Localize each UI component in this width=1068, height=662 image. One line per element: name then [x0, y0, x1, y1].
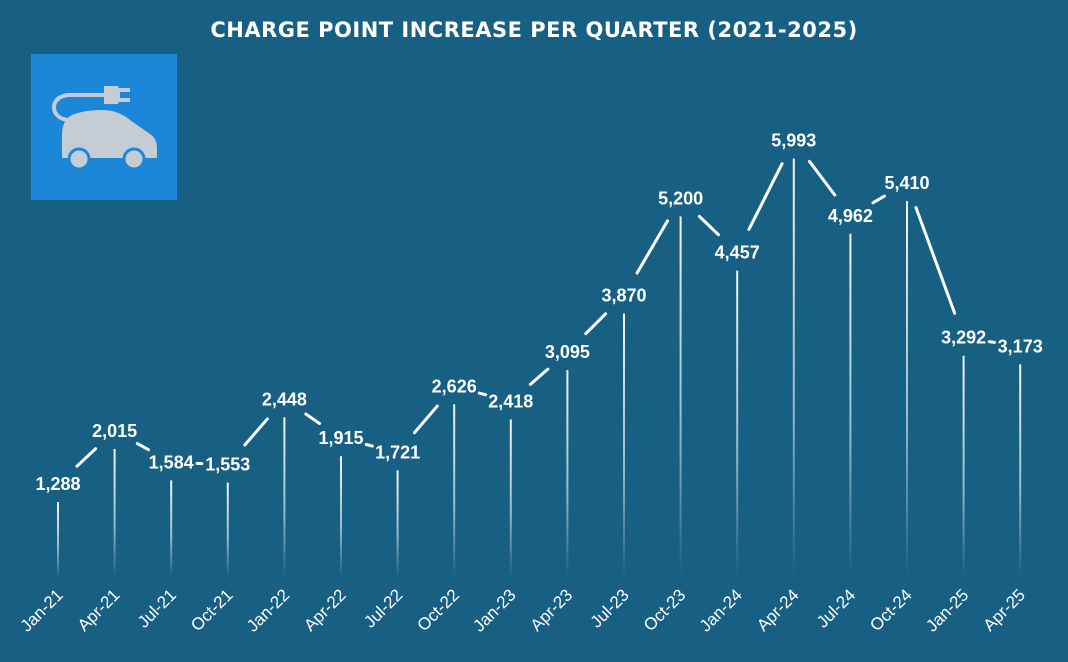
- x-axis-ticks: Jan-21 Apr-21 Jul-21 Oct-21 Jan-22 Apr-22 Jul-…: [17, 585, 1029, 635]
- x-tick-label-3: Oct-21: [187, 585, 237, 635]
- data-label-14: 4,962: [828, 206, 873, 226]
- x-tick-label-16: Jan-25: [922, 585, 972, 635]
- drop-line-5: [340, 456, 342, 578]
- x-tick-label-12: Jan-24: [696, 585, 746, 635]
- drop-line-3: [226, 482, 229, 578]
- drop-line-4: [283, 417, 286, 578]
- x-tick-label-15: Oct-24: [866, 585, 916, 635]
- data-label-0: 1,288: [35, 474, 80, 494]
- line-segment-11: [697, 214, 720, 237]
- x-tick-label-14: Jul-24: [813, 585, 859, 631]
- line-segment-1: [135, 442, 150, 452]
- line-segment-5: [364, 443, 374, 448]
- line-segment-8: [528, 367, 550, 386]
- data-label-3: 1,553: [205, 455, 250, 475]
- drop-line-2: [170, 480, 173, 578]
- drop-line-11: [679, 216, 682, 578]
- drop-line-17: [1019, 364, 1022, 578]
- drop-line-12: [736, 270, 739, 578]
- data-label-16: 3,292: [941, 328, 986, 348]
- x-tick-label-9: Apr-23: [527, 585, 577, 635]
- drop-line-16: [962, 355, 965, 578]
- data-label-4: 2,448: [262, 389, 307, 409]
- x-tick-label-6: Jul-22: [360, 585, 406, 631]
- data-label-8: 2,418: [488, 391, 533, 411]
- data-label-6: 1,721: [375, 442, 420, 462]
- line-segment-3: [243, 417, 269, 447]
- chart-title: CHARGE POINT INCREASE PER QUARTER (2021-…: [210, 18, 857, 42]
- x-tick-label-13: Apr-24: [753, 585, 803, 635]
- drop-line-10: [623, 313, 625, 578]
- drop-line-7: [453, 404, 456, 578]
- data-label-15: 5,410: [884, 173, 929, 193]
- drop-line-0: [57, 501, 59, 578]
- data-label-1: 2,015: [92, 421, 137, 441]
- data-label-11: 5,200: [658, 188, 703, 208]
- x-tick-label-0: Jan-21: [17, 585, 67, 635]
- ev-charging-car-icon: [31, 54, 177, 200]
- line-segment-14: [871, 194, 886, 205]
- series-line: [75, 159, 997, 468]
- line-segment-4: [304, 412, 322, 425]
- drop-lines: [57, 158, 1022, 579]
- x-tick-label-2: Jul-21: [134, 585, 180, 631]
- data-label-10: 3,870: [601, 285, 646, 305]
- drop-line-8: [509, 419, 512, 578]
- drop-line-15: [906, 201, 908, 578]
- line-segment-16: [987, 340, 997, 344]
- x-tick-label-8: Jan-23: [469, 585, 519, 635]
- drop-line-9: [566, 370, 569, 578]
- x-tick-label-17: Apr-25: [980, 585, 1030, 635]
- line-segment-9: [584, 312, 608, 336]
- data-label-7: 2,626: [432, 376, 477, 396]
- drop-line-6: [396, 470, 399, 578]
- line-segment-12: [747, 162, 784, 231]
- line-segment-10: [635, 219, 670, 275]
- line-segment-15: [914, 205, 957, 315]
- x-tick-label-7: Oct-22: [414, 585, 464, 635]
- line-segment-13: [807, 159, 837, 197]
- drop-line-1: [113, 448, 116, 578]
- data-label-17: 3,173: [998, 336, 1043, 356]
- line-segment-6: [413, 404, 439, 435]
- x-tick-label-1: Apr-21: [74, 585, 124, 635]
- drop-line-14: [849, 233, 852, 579]
- x-tick-label-10: Jul-23: [587, 585, 633, 631]
- x-tick-label-4: Jan-22: [243, 585, 293, 635]
- data-label-12: 4,457: [715, 243, 760, 263]
- data-label-13: 5,993: [771, 131, 816, 151]
- x-tick-label-5: Apr-22: [300, 585, 350, 635]
- data-labels: 1,288 2,015 1,584 1,553 2,448 1,915 1,721 2,626…: [35, 131, 1042, 494]
- data-label-5: 1,915: [318, 428, 363, 448]
- drop-line-13: [792, 158, 795, 579]
- x-tick-label-11: Oct-23: [640, 585, 690, 635]
- line-segment-7: [477, 391, 488, 397]
- data-label-2: 1,584: [149, 452, 194, 472]
- data-label-9: 3,095: [545, 342, 590, 362]
- line-segment-0: [75, 447, 98, 468]
